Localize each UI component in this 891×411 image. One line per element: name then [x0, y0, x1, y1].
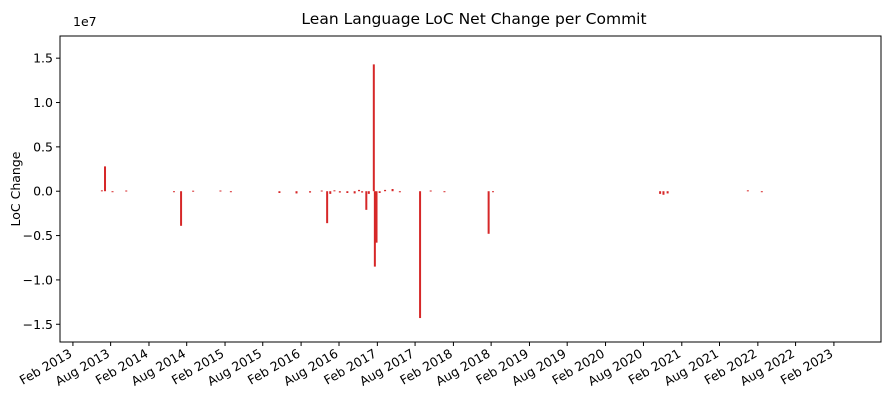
bar-37: [666, 191, 669, 194]
y-tick-label-3: 0.0: [33, 184, 53, 199]
y-ticks-group: −1.5 −1.0 −0.5 0.0 0.5 1.0 1.5: [23, 51, 60, 332]
bar-12: [320, 190, 323, 192]
bar-26: [378, 191, 381, 193]
bar-39: [760, 191, 763, 193]
bar-34: [492, 191, 494, 193]
bar-18: [353, 191, 356, 194]
bar-31: [429, 190, 432, 192]
bar-13: [326, 191, 329, 224]
bar-25: [375, 191, 378, 243]
bar-6: [192, 190, 195, 192]
bar-0: [100, 190, 103, 192]
bar-14: [329, 191, 332, 194]
y-tick-label-2: −0.5: [23, 228, 53, 243]
bar-5: [180, 191, 183, 226]
bar-4: [172, 191, 175, 193]
bar-32: [443, 191, 446, 193]
bar-28: [391, 189, 394, 192]
plot-frame: [59, 35, 882, 343]
bar-22: [367, 191, 370, 194]
bars-group: [100, 64, 763, 319]
bar-20: [361, 191, 364, 193]
bar-15: [333, 190, 336, 192]
bar-29: [398, 191, 401, 193]
bar-33: [487, 191, 490, 234]
bar-38: [746, 190, 749, 192]
bar-2: [111, 191, 114, 193]
bar-3: [125, 190, 128, 192]
bar-36: [662, 191, 665, 195]
y-axis-label: LoC Change: [8, 151, 23, 226]
bar-17: [346, 191, 349, 193]
bar-1: [104, 166, 107, 192]
bar-11: [309, 191, 312, 193]
chart-title: Lean Language LoC Net Change per Commit: [301, 10, 646, 28]
bar-16: [338, 191, 341, 193]
bar-24: [373, 191, 376, 267]
bar-35: [659, 191, 662, 194]
bar-21: [365, 191, 368, 210]
bar-9: [278, 191, 281, 193]
bar-10: [295, 191, 298, 194]
y-tick-label-5: 1.0: [33, 95, 53, 110]
bar-7: [219, 190, 222, 192]
y-tick-label-4: 0.5: [33, 139, 53, 154]
y-offset-label: 1e7: [73, 14, 97, 29]
bar-30: [419, 191, 422, 319]
y-tick-label-6: 1.5: [33, 51, 53, 66]
y-tick-label-1: −1.0: [23, 272, 53, 287]
y-tick-label-0: −1.5: [23, 317, 53, 332]
bar-8: [229, 191, 232, 193]
bar-27: [384, 189, 387, 192]
bar-19: [358, 189, 361, 192]
bar-23: [372, 64, 375, 192]
